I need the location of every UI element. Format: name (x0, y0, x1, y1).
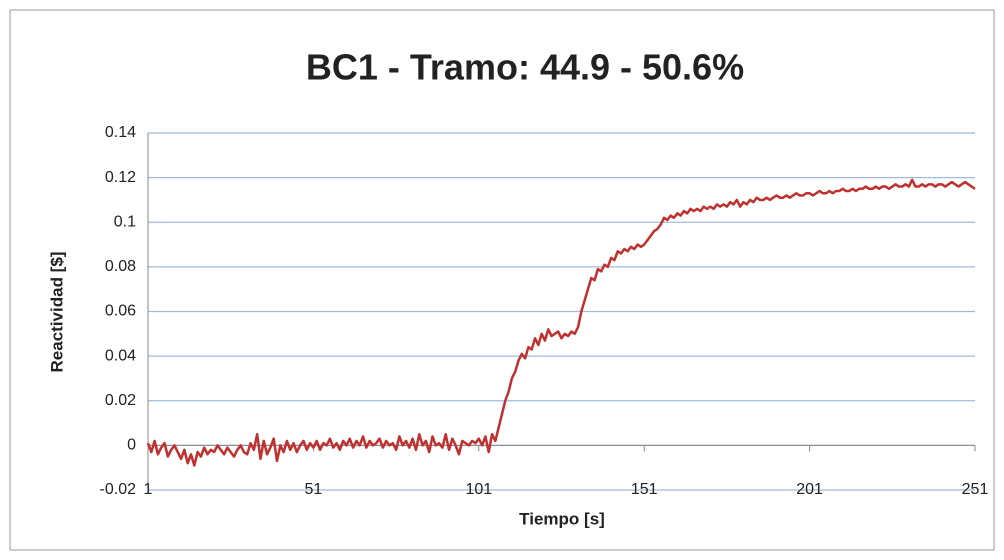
x-tick-label: 251 (962, 481, 989, 498)
x-tick-label: 151 (631, 481, 658, 498)
x-tick-label: 201 (796, 481, 823, 498)
y-axis-label: Reactividad [$] (47, 252, 66, 373)
y-tick-label: 0.1 (114, 213, 136, 230)
x-tick-label: 101 (465, 481, 492, 498)
x-tick-label: 51 (305, 481, 323, 498)
chart-title: BC1 - Tramo: 44.9 - 50.6% (306, 47, 744, 88)
y-tick-label: 0.14 (105, 124, 136, 141)
y-tick-label: 0.06 (105, 303, 136, 320)
y-tick-label: 0.02 (105, 392, 136, 409)
y-tick-label: 0 (127, 437, 136, 454)
data-line (146, 178, 976, 467)
x-tick-label: 1 (144, 481, 153, 498)
chart-frame (9, 9, 995, 551)
y-tick-label: -0.02 (100, 481, 137, 498)
y-tick-label: 0.08 (105, 258, 136, 275)
x-axis-label: Tiempo [s] (519, 509, 605, 528)
y-tick-label: 0.04 (105, 347, 136, 364)
y-tick-label: 0.12 (105, 169, 136, 186)
